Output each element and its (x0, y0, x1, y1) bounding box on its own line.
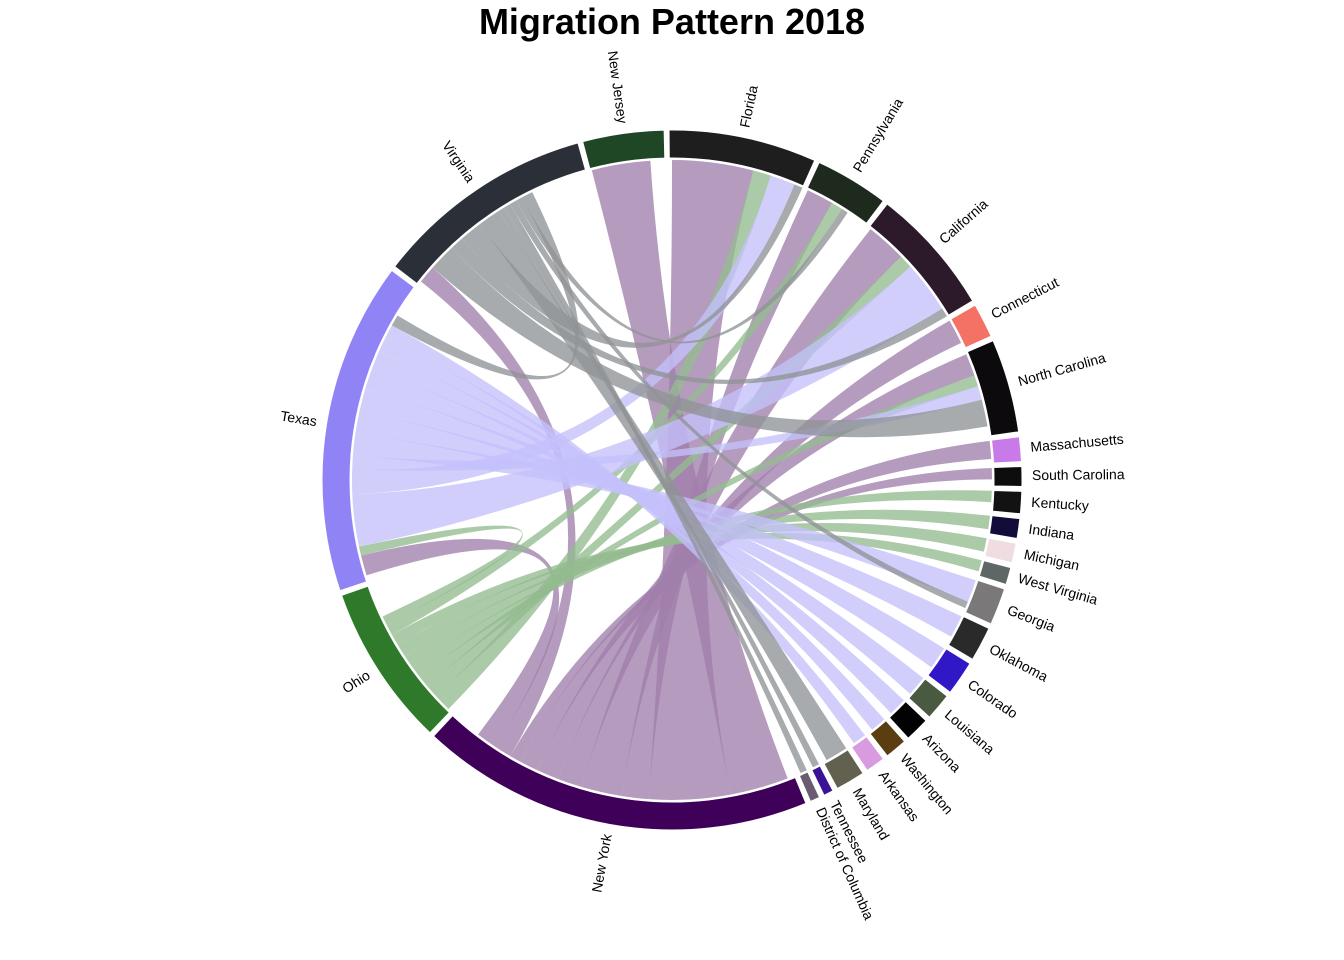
sector-label-north-carolina: North Carolina (1016, 349, 1107, 389)
ribbon-virginia-to-pennsylvania (516, 197, 848, 344)
sector-indiana (988, 515, 1021, 540)
sector-label-texas: Texas (279, 408, 318, 430)
sector-label-indiana: Indiana (1028, 521, 1076, 543)
sector-label-arizona: Arizona (920, 730, 965, 775)
sector-label-west-virginia: West Virginia (1016, 570, 1099, 608)
sector-label-new-jersey: New Jersey (605, 50, 631, 125)
sector-label-california: California (936, 196, 991, 247)
sector-ohio (340, 585, 451, 734)
sector-colorado (927, 648, 971, 694)
sector-maryland (823, 749, 864, 790)
ribbon-new-york-to-texas (361, 538, 560, 747)
sector-connecticut (950, 304, 992, 349)
ribbon-texas-to-colorado (359, 388, 945, 668)
sector-layer (321, 129, 1023, 831)
sector-georgia (964, 579, 1006, 625)
ribbon-texas-to-california (352, 266, 943, 547)
sector-tennessee (811, 765, 834, 796)
ribbon-virginia-to-tennessee (498, 207, 819, 768)
sector-kentucky (991, 489, 1023, 515)
sector-virginia (393, 142, 587, 285)
sector-arkansas (850, 735, 885, 772)
sector-label-kentucky: Kentucky (1031, 494, 1090, 514)
sector-north-carolina (966, 340, 1020, 437)
ribbon-texas-to-louisiana (365, 368, 924, 694)
sector-arizona (888, 700, 927, 739)
sector-label-michigan: Michigan (1023, 546, 1081, 573)
sector-california (869, 203, 974, 316)
sector-new-york (432, 714, 807, 831)
sector-label-colorado: Colorado (965, 676, 1021, 721)
ribbon-ohio-to-michigan (397, 523, 987, 657)
sector-label-oklahoma: Oklahoma (987, 641, 1051, 685)
sector-pennsylvania (806, 161, 885, 225)
sector-district-of-columbia (798, 771, 821, 803)
sector-label-florida: Florida (736, 84, 760, 129)
ribbon-new-york-to-california (581, 229, 902, 796)
sector-label-south-carolina: South Carolina (1032, 466, 1125, 483)
chart-title: Migration Pattern 2018 (478, 1, 866, 42)
ribbon-texas-to-north-carolina (352, 386, 982, 471)
ribbon-virginia-to-district-of-columbia (504, 203, 807, 774)
sector-new-jersey (582, 129, 666, 170)
sector-washington (869, 719, 906, 757)
sector-florida (668, 129, 816, 187)
sector-michigan (984, 537, 1017, 564)
ribbon-texas-to-georgia (352, 433, 976, 602)
ribbon-texas-to-oklahoma (355, 410, 962, 637)
sector-label-massachusetts: Massachusetts (1030, 431, 1124, 455)
ribbon-new-york-to-pennsylvania (621, 190, 833, 800)
ribbon-layer (352, 160, 992, 801)
sector-texas (321, 269, 415, 592)
sector-label-virginia: Virginia (439, 138, 478, 186)
sector-label-pennsylvania: Pennsylvania (849, 95, 906, 175)
sector-label-ohio: Ohio (339, 667, 373, 697)
sector-label-new-york: New York (588, 832, 614, 894)
ribbon-virginia-to-north-carolina (432, 247, 988, 438)
ribbon-texas-to-arizona (371, 352, 904, 714)
sector-label-connecticut: Connecticut (988, 274, 1061, 322)
sector-massachusetts (990, 436, 1023, 464)
sector-label-georgia: Georgia (1005, 602, 1057, 635)
sector-west-virginia (978, 559, 1012, 586)
sector-oklahoma (947, 615, 990, 661)
sector-louisiana (908, 678, 948, 718)
sector-south-carolina (993, 465, 1023, 487)
ribbon-texas-to-florida (352, 175, 795, 495)
